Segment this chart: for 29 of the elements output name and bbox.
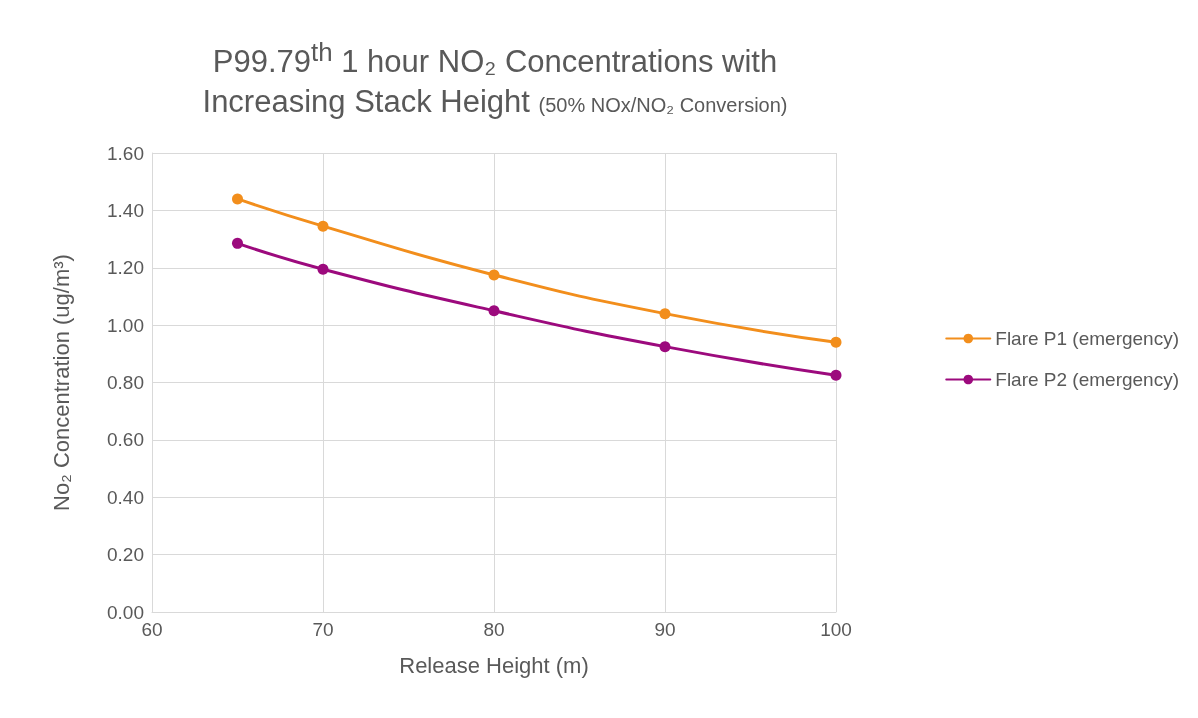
y-tick-label: 1.60 bbox=[107, 142, 144, 164]
y-tick-label: 1.00 bbox=[107, 314, 144, 336]
point bbox=[317, 220, 329, 232]
y-tick-label: 0.60 bbox=[107, 429, 144, 451]
x-axis-title: Release Height (m) bbox=[399, 652, 589, 678]
y-tick-label: 0.20 bbox=[107, 544, 144, 566]
chart-subtitle: (50% NOx/NO₂ Conversion) bbox=[538, 94, 788, 117]
x-tick-label: 60 bbox=[141, 619, 163, 640]
x-tick-label: 80 bbox=[483, 619, 505, 640]
point bbox=[659, 341, 671, 353]
point bbox=[659, 308, 671, 320]
y-tick-label: 0.40 bbox=[107, 486, 144, 508]
y-tick-label: 1.20 bbox=[107, 257, 144, 279]
point bbox=[488, 305, 500, 317]
point bbox=[488, 269, 500, 281]
y-tick-label: 0.00 bbox=[107, 601, 144, 623]
point bbox=[830, 369, 842, 381]
x-tick-label: 90 bbox=[654, 619, 676, 640]
y-tick-label: 0.80 bbox=[107, 372, 144, 393]
legend-label: Flare P2 (emergency) bbox=[995, 369, 1180, 390]
point bbox=[232, 193, 243, 205]
point bbox=[317, 263, 329, 275]
x-tick-label: 70 bbox=[312, 619, 334, 640]
point bbox=[232, 237, 243, 249]
point bbox=[830, 336, 842, 348]
x-tick-label: 100 bbox=[820, 619, 852, 640]
y-tick-label: 1.40 bbox=[107, 199, 144, 221]
legend-label: Flare P1 (emergency) bbox=[995, 328, 1180, 349]
y-axis-title: No₂ Concentration (ug/m³) bbox=[48, 254, 74, 511]
